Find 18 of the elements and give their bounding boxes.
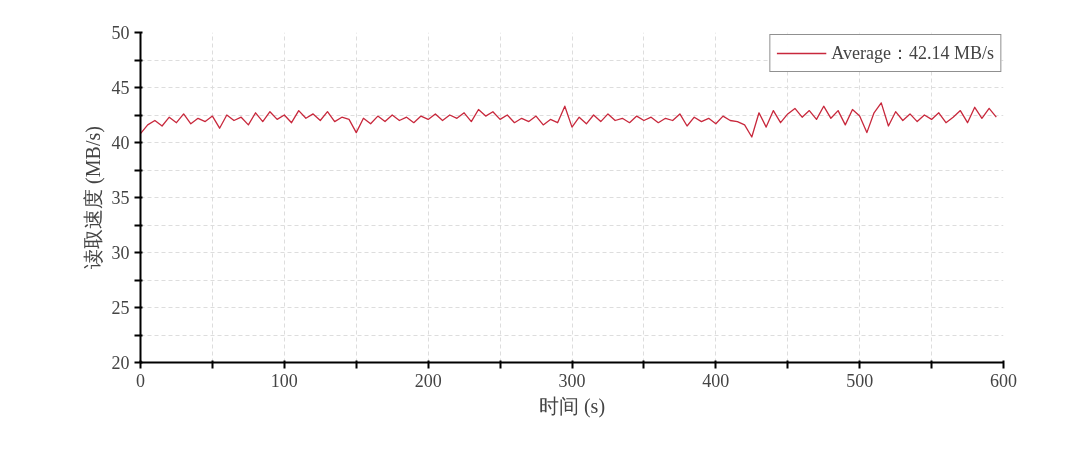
x-tick-label: 200 [414, 370, 442, 391]
x-tick-label: 600 [990, 370, 1017, 391]
y-tick-label: 25 [111, 298, 130, 318]
line-series [140, 102, 997, 138]
x-tick-label: 500 [846, 370, 874, 391]
x-tick-label: 300 [558, 370, 586, 391]
x-axis-title: 时间 (s) [538, 394, 606, 418]
x-tick-label: 400 [702, 370, 730, 391]
x-tick-label: 100 [270, 370, 298, 391]
x-tick-label: 0 [136, 370, 145, 391]
y-tick-label: 35 [111, 188, 130, 208]
y-tick-label: 20 [111, 353, 130, 373]
y-tick-label: 40 [111, 133, 130, 153]
y-tick-label: 30 [111, 243, 130, 263]
y-axis-title: 读取速度 (MB/s) [81, 126, 105, 269]
y-tick-label: 50 [111, 23, 130, 43]
legend-label: Average：42.14 MB/s [831, 42, 994, 65]
y-tick-label: 45 [111, 78, 130, 98]
